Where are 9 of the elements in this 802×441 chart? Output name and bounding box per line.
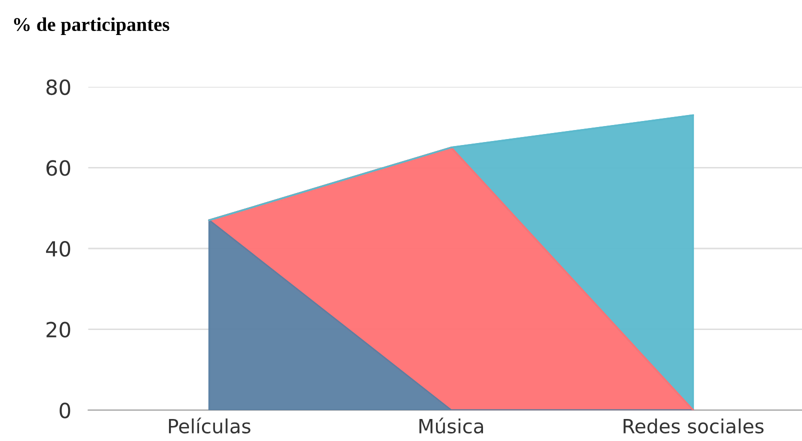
x-tick-label: Música [419, 418, 484, 434]
y-tick-label: 80 [46, 79, 70, 96]
y-tick-label: 40 [46, 240, 70, 257]
y-tick-label: 0 [60, 402, 70, 418]
y-tick-label: 20 [46, 322, 70, 338]
y-tick-label: 60 [46, 160, 70, 176]
x-tick-label: Redes sociales [624, 418, 764, 434]
chart-title: % de participantes [14, 17, 170, 36]
x-tick-label: Películas [168, 418, 250, 434]
